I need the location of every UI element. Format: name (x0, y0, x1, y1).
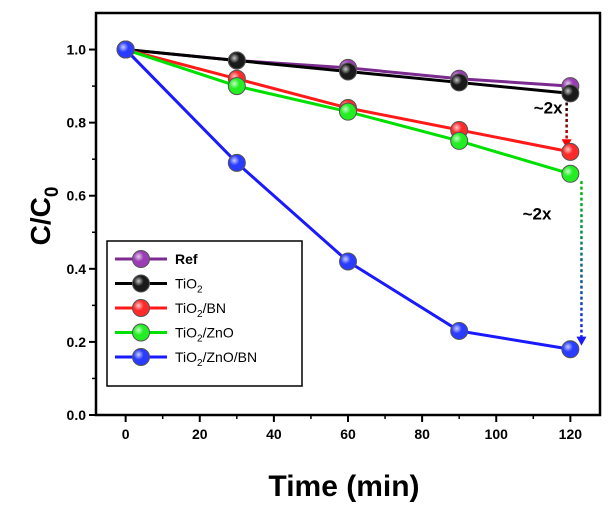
x-tick-label: 40 (266, 426, 282, 442)
series-layer (116, 40, 580, 359)
legend-label-sub: 2 (197, 358, 203, 369)
legend-label: TiO2/BN (175, 300, 226, 320)
legend-swatch-highlight (133, 251, 149, 267)
legend-label-sub: 2 (197, 309, 203, 320)
arrow-head (576, 336, 587, 346)
x-tick-label: 100 (485, 426, 509, 442)
data-point-highlight (340, 253, 356, 270)
data-point-highlight (340, 103, 356, 120)
y-axis-title-main: C/C (25, 197, 56, 245)
legend-label-name: TiO (175, 300, 197, 316)
y-tick-label: 0.8 (67, 115, 87, 131)
y-axis-title: C/C0 (25, 187, 63, 246)
legend-label-name: TiO (175, 325, 197, 341)
data-point-highlight (451, 132, 468, 149)
x-tick-label: 20 (192, 426, 208, 442)
series-4 (116, 40, 580, 359)
data-point-highlight (562, 165, 579, 182)
legend-swatch-highlight (133, 275, 149, 292)
y-axis-title-sub: 0 (42, 187, 63, 198)
legend-swatch-highlight (133, 324, 149, 341)
legend-label-name: TiO (175, 276, 197, 292)
x-tick-label: 80 (414, 426, 430, 442)
legend-label-sub: 2 (197, 334, 203, 345)
annotations: ~2x ~2x (523, 99, 564, 224)
legend-label: TiO2/ZnO/BN (175, 349, 257, 369)
legend-label-name: TiO (175, 349, 197, 365)
y-tick-label: 0.0 (67, 407, 87, 423)
data-point-highlight (228, 154, 245, 171)
series-1 (116, 40, 580, 103)
legend-item: Ref (115, 250, 198, 268)
data-point-highlight (451, 74, 468, 91)
x-tick-label: 0 (122, 426, 130, 442)
data-point-highlight (562, 143, 579, 160)
legend-swatch-highlight (133, 300, 149, 316)
annotation-label: ~2x (523, 204, 552, 223)
y-tick-label: 1.0 (67, 42, 87, 58)
data-point-highlight (228, 52, 245, 69)
legend-item: TiO2/ZnO/BN (115, 348, 257, 369)
legend-label-tail: /BN (203, 300, 226, 316)
data-point-highlight (562, 85, 579, 102)
legend-swatch-highlight (133, 349, 149, 365)
legend-item: TiO2 (115, 274, 203, 296)
legend-label-sub: 2 (197, 285, 203, 296)
y-tick-label: 0.4 (67, 261, 87, 277)
legend-label-name: Ref (175, 251, 198, 267)
data-point-highlight (562, 341, 579, 358)
legend-label: Ref (175, 251, 198, 267)
y-axis: 0.0 0.2 0.4 0.6 0.8 1.0 (67, 42, 96, 423)
data-point-highlight (340, 63, 356, 80)
x-tick-label: 60 (340, 426, 356, 442)
x-axis: 0 20 40 60 80 100 120 (122, 415, 582, 442)
legend-label-tail: /ZnO (203, 325, 234, 341)
x-tick-label: 120 (559, 426, 583, 442)
data-point-highlight (117, 41, 134, 58)
y-tick-label: 0.2 (67, 334, 87, 350)
legend-label: TiO2 (175, 276, 203, 296)
legend-item: TiO2/BN (115, 299, 226, 320)
x-axis-title: Time (min) (268, 470, 419, 503)
data-point-highlight (228, 78, 245, 95)
arrows (561, 97, 587, 346)
legend-label-tail: /ZnO/BN (203, 349, 257, 365)
data-point-highlight (451, 322, 468, 339)
legend-item: TiO2/ZnO (115, 323, 234, 345)
annotation-label: ~2x (534, 99, 563, 118)
legend-label: TiO2/ZnO (175, 325, 234, 345)
y-tick-label: 0.6 (67, 188, 87, 204)
